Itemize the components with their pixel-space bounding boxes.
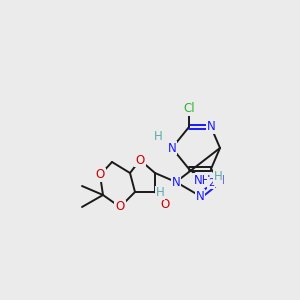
Text: H: H: [214, 170, 222, 184]
Text: O: O: [160, 199, 169, 212]
Text: H: H: [154, 130, 162, 143]
Text: N: N: [196, 190, 204, 202]
Text: N: N: [172, 176, 180, 188]
Text: O: O: [95, 169, 105, 182]
Text: N: N: [168, 142, 176, 154]
Text: NH: NH: [194, 173, 212, 187]
Text: N: N: [216, 173, 224, 187]
Text: N: N: [207, 121, 215, 134]
Text: Cl: Cl: [183, 103, 195, 116]
Text: 2: 2: [208, 178, 214, 188]
Text: H: H: [156, 187, 164, 200]
Text: O: O: [135, 154, 145, 166]
Text: O: O: [116, 200, 124, 214]
